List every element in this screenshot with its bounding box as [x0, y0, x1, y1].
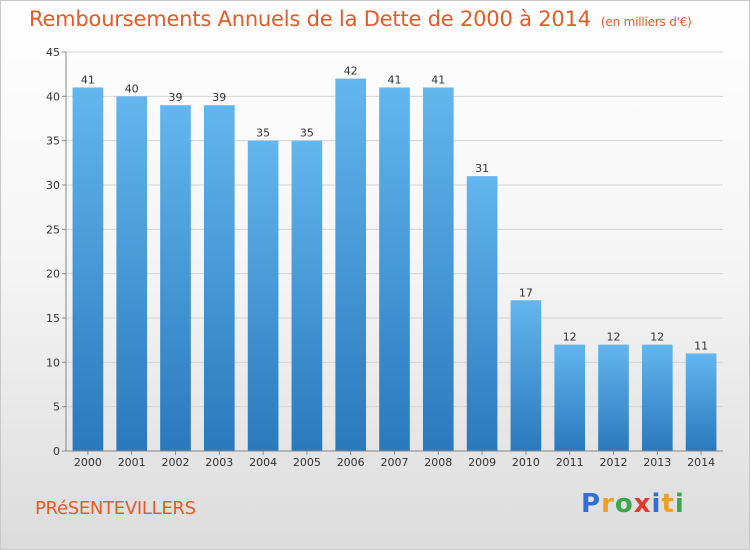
- value-label-2011: 12: [563, 331, 577, 344]
- x-tick-label-2011: 2011: [556, 456, 584, 469]
- bar-2001[interactable]: [116, 96, 148, 451]
- chart-subtitle: (en milliers d'€): [600, 15, 692, 29]
- x-tick-label-2006: 2006: [337, 456, 365, 469]
- bar-2008[interactable]: [422, 87, 454, 451]
- y-tick-label: 40: [46, 90, 60, 103]
- logo-letter: i: [674, 489, 685, 519]
- y-tick-label: 15: [46, 312, 60, 325]
- bar-2014[interactable]: [685, 353, 717, 451]
- value-label-2004: 35: [256, 127, 270, 140]
- value-label-2001: 40: [125, 82, 139, 95]
- labels: 0 5 10 15 20 25 30 35 40 45 41 2000 40 2001 39 2002 39 20…: [46, 46, 715, 469]
- value-label-2014: 11: [694, 339, 708, 352]
- y-tick-label: 20: [46, 268, 60, 281]
- y-tick-label: 0: [53, 445, 60, 458]
- value-label-2012: 12: [607, 331, 621, 344]
- value-label-2008: 41: [431, 73, 445, 86]
- y-tick-label: 45: [46, 46, 60, 59]
- value-label-2006: 42: [344, 65, 358, 78]
- bar-2004[interactable]: [247, 140, 279, 451]
- logo-letter: r: [601, 489, 615, 519]
- value-label-2005: 35: [300, 127, 314, 140]
- bar-2009[interactable]: [466, 176, 498, 451]
- y-tick-label: 25: [46, 223, 60, 236]
- bar-2003[interactable]: [203, 105, 235, 451]
- x-tick-label-2005: 2005: [293, 456, 321, 469]
- bars: [72, 78, 717, 451]
- bar-2011[interactable]: [554, 344, 586, 451]
- logo-letter: x: [633, 489, 652, 519]
- x-tick-label-2001: 2001: [118, 456, 146, 469]
- bar-2006[interactable]: [335, 78, 367, 451]
- value-label-2010: 17: [519, 286, 533, 299]
- bar-2012[interactable]: [598, 344, 629, 451]
- axes: [62, 51, 723, 455]
- x-tick-label-2012: 2012: [600, 456, 628, 469]
- logo-letter: t: [661, 489, 675, 519]
- x-tick-label-2000: 2000: [74, 456, 102, 469]
- bar-2010[interactable]: [510, 300, 542, 451]
- x-tick-label-2003: 2003: [205, 456, 233, 469]
- x-tick-label-2009: 2009: [468, 456, 496, 469]
- logo-letter: i: [651, 489, 662, 519]
- value-label-2000: 41: [81, 73, 95, 86]
- x-tick-label-2007: 2007: [381, 456, 409, 469]
- bar-2000[interactable]: [72, 87, 104, 451]
- x-tick-label-2013: 2013: [643, 456, 671, 469]
- value-label-2007: 41: [388, 73, 402, 86]
- value-label-2002: 39: [169, 91, 183, 104]
- proxiti-logo[interactable]: Proxiti: [581, 489, 685, 519]
- value-label-2013: 12: [650, 331, 664, 344]
- y-tick-label: 35: [46, 135, 60, 148]
- y-tick-label: 30: [46, 179, 60, 192]
- commune-name: PRéSENTEVILLERS: [35, 498, 196, 519]
- bar-2013[interactable]: [641, 344, 673, 451]
- y-tick-label: 5: [53, 401, 60, 414]
- x-tick-label-2008: 2008: [424, 456, 452, 469]
- logo-letter: o: [614, 489, 634, 519]
- x-tick-label-2010: 2010: [512, 456, 540, 469]
- x-tick-label-2004: 2004: [249, 456, 277, 469]
- value-label-2003: 39: [212, 91, 226, 104]
- chart-title: Remboursements Annuels de la Dette de 20…: [29, 7, 692, 31]
- bar-2005[interactable]: [291, 140, 323, 451]
- x-tick-label-2002: 2002: [162, 456, 190, 469]
- bar-2007[interactable]: [379, 87, 410, 451]
- y-tick-label: 10: [46, 356, 60, 369]
- logo-letter: P: [581, 489, 602, 519]
- bar-2002[interactable]: [160, 105, 191, 451]
- value-label-2009: 31: [475, 162, 489, 175]
- title-text: Remboursements Annuels de la Dette de 20…: [29, 7, 591, 31]
- x-tick-label-2014: 2014: [687, 456, 715, 469]
